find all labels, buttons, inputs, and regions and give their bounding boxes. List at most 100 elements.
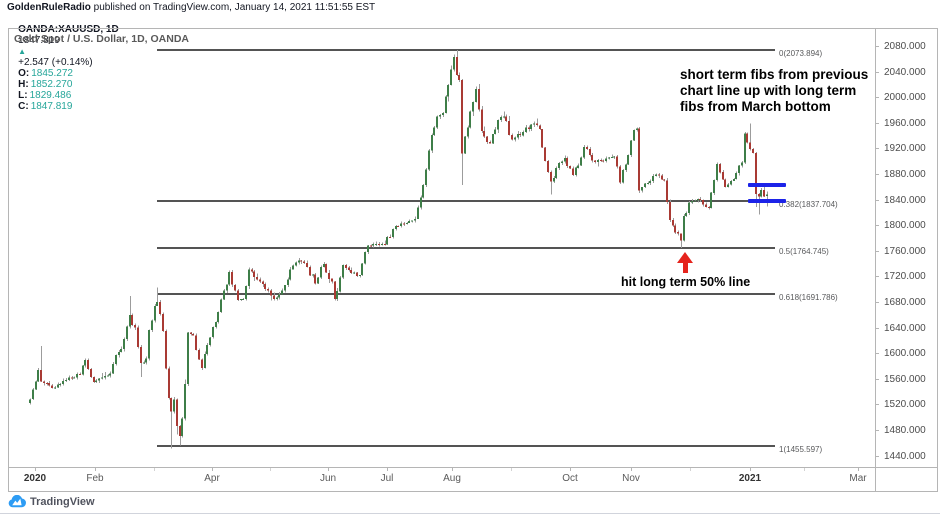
price-axis-label: 1600.000 (884, 348, 926, 360)
fib-line[interactable] (157, 200, 775, 203)
price-axis-tick (875, 353, 879, 355)
time-axis-label: Oct (562, 473, 578, 484)
publisher-name: GoldenRuleRadio (7, 2, 91, 13)
price-axis-tick (875, 71, 879, 73)
price-axis-label: 1760.000 (884, 245, 926, 257)
price-axis-tick (875, 404, 879, 406)
fib-note-annotation[interactable]: short term fibs from previous chart line… (680, 67, 868, 115)
fib-line[interactable] (157, 48, 775, 51)
price-axis-tick (875, 199, 879, 201)
price-axis-label: 1800.000 (884, 220, 926, 232)
price-axis-divider (875, 28, 876, 491)
price-axis-tick (875, 378, 879, 380)
time-axis-label: Apr (204, 473, 220, 484)
time-axis-tick (35, 467, 36, 471)
price-axis-label: 1440.000 (884, 450, 926, 462)
price-change: +2.547 (+0.14%) (18, 57, 93, 68)
change-up-triangle-icon: ▲ (18, 47, 27, 56)
price-axis-label: 1640.000 (884, 322, 926, 334)
price-axis-tick (875, 327, 879, 329)
time-axis-label: Aug (443, 473, 461, 484)
price-axis-tick (875, 174, 879, 175)
fib-note-line3: fibs from March bottom (680, 99, 831, 114)
short-term-fib-line[interactable] (748, 182, 786, 187)
tradingview-brand: TradingView (8, 495, 95, 508)
arrow-note-annotation[interactable]: hit long term 50% line (621, 275, 751, 289)
price-axis-label: 1520.000 (884, 399, 926, 411)
price-axis-label: 1840.000 (884, 194, 926, 206)
price-axis-tick (875, 250, 879, 252)
time-axis-label: Mar (849, 473, 867, 484)
time-axis-tick (95, 467, 96, 471)
up-arrow-marker-icon[interactable] (677, 252, 693, 273)
close-label: C: (18, 101, 29, 112)
time-axis-tick (750, 467, 751, 471)
close-value: 1847.819 (30, 101, 73, 112)
published-suffix: published on TradingView.com, January 14… (90, 2, 376, 13)
time-axis-tick (858, 467, 859, 471)
price-axis-tick (875, 46, 879, 47)
time-axis-label: Feb (86, 473, 104, 484)
price-axis-label: 1920.000 (884, 143, 926, 155)
fib-level-label: 0.5(1764.745) (779, 246, 829, 256)
time-axis-minor-tick (154, 467, 155, 471)
symbol-line: OANDA:XAUUSD, 1D 1847.819 ▲ +2.547 (+0.1… (7, 13, 123, 123)
brand-name: TradingView (30, 495, 95, 508)
last-price: 1847.819 (18, 35, 60, 46)
price-axis-label: 1480.000 (884, 425, 926, 436)
time-axis-tick (452, 467, 453, 471)
time-axis-tick (212, 467, 213, 471)
fib-level-label: 0.382(1837.704) (779, 200, 838, 210)
time-axis-minor-tick (270, 467, 271, 471)
time-axis-minor-tick (690, 467, 691, 471)
time-axis-tick (328, 467, 329, 471)
price-axis-tick (875, 455, 879, 457)
time-axis-label: Jul (380, 473, 394, 484)
time-axis-tick (387, 467, 388, 471)
open-label: O: (18, 68, 30, 79)
price-axis-tick (875, 122, 879, 124)
frame-bottom-border (8, 491, 938, 492)
time-axis-label: 2020 (23, 473, 47, 484)
chart-legend-title: Gold Spot / U.S. Dollar, 1D, OANDA (14, 33, 190, 45)
fib-line[interactable] (157, 293, 775, 296)
price-axis-tick (875, 302, 879, 303)
symbol-name: OANDA:XAUUSD, 1D (18, 24, 119, 35)
fib-note-line1: short term fibs from previous (680, 67, 869, 82)
price-axis-label: 1880.000 (884, 169, 926, 180)
open-value: 1845.272 (31, 68, 73, 79)
price-axis-label: 1720.000 (884, 271, 926, 283)
short-term-fib-line[interactable] (748, 198, 786, 203)
fib-level-label: 0(2073.894) (779, 48, 823, 58)
frame-right-border (937, 28, 938, 491)
price-axis-label: 1680.000 (884, 297, 926, 308)
high-label: H: (18, 79, 29, 90)
time-axis-tick (570, 467, 571, 471)
price-axis-tick (875, 148, 879, 150)
tradingview-cloud-logo-icon (8, 495, 26, 508)
price-axis-label: 2080.000 (884, 41, 926, 52)
high-value: 1852.270 (30, 79, 73, 90)
time-axis-label: 2021 (738, 473, 762, 484)
price-axis-label: 2000.000 (884, 92, 926, 104)
fib-level-label: 1(1455.597) (779, 444, 823, 454)
time-axis-tick (631, 467, 632, 471)
published-line: GoldenRuleRadio published on TradingView… (7, 2, 375, 13)
fib-line[interactable] (157, 444, 775, 447)
price-axis-tick (875, 430, 879, 431)
frame-top-border (8, 28, 938, 29)
low-label: L: (18, 90, 28, 101)
time-axis-divider (8, 467, 938, 468)
time-axis-label: Jun (319, 473, 337, 484)
price-axis-tick (875, 97, 879, 99)
frame-left-border (8, 28, 9, 491)
price-axis-label: 2040.000 (884, 66, 926, 78)
fib-level-label: 0.618(1691.786) (779, 293, 838, 303)
price-axis-tick (875, 225, 879, 227)
arrow-stem (682, 262, 688, 273)
time-axis-minor-tick (804, 467, 805, 471)
fib-line[interactable] (157, 246, 775, 249)
time-axis-label: Nov (622, 473, 640, 484)
